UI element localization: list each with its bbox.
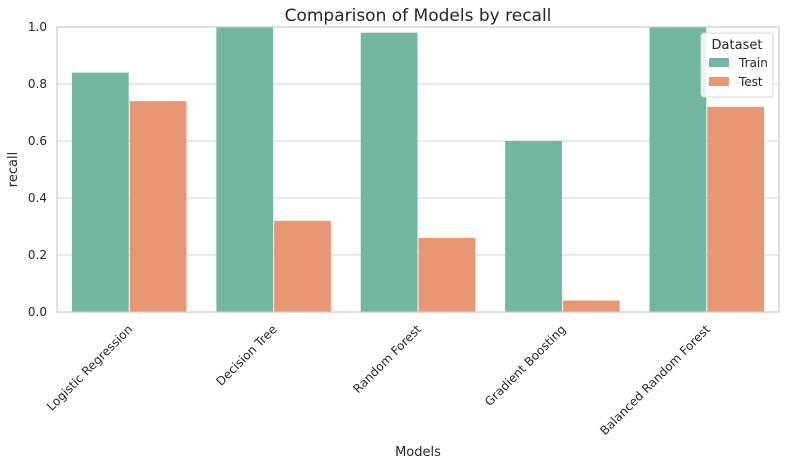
y-tick-label: 1.0	[28, 20, 47, 34]
y-tick-label: 0.4	[28, 191, 47, 205]
x-tick-labels: Logistic Regression Decision Tree Random F…	[44, 322, 713, 438]
bar-test-decision-tree	[274, 220, 331, 312]
bar-test-balanced-random-forest	[707, 106, 765, 312]
x-tick-label: Random Forest	[350, 322, 424, 396]
bar-train-balanced-random-forest	[649, 27, 707, 312]
bar-train-random-forest	[360, 32, 418, 312]
y-tick-label: 0.2	[28, 248, 47, 262]
legend-label-test: Test	[738, 75, 763, 89]
x-axis-label: Models	[395, 445, 441, 460]
x-tick-label: Logistic Regression	[44, 322, 135, 413]
legend: Dataset Train Test	[700, 32, 774, 98]
bar-test-gradient-boosting	[562, 300, 620, 312]
bar-test-logistic-regression	[129, 101, 187, 312]
y-axis-label: recall	[6, 152, 21, 187]
y-tick-label: 0.6	[28, 134, 47, 148]
x-tick-label: Balanced Random Forest	[597, 322, 713, 438]
bar-train-decision-tree	[216, 27, 274, 312]
legend-swatch-test	[709, 77, 729, 86]
y-tick-label: 0.8	[28, 77, 47, 91]
x-tick-label: Decision Tree	[213, 322, 279, 388]
x-tick-label: Gradient Boosting	[482, 322, 569, 409]
legend-swatch-train	[709, 58, 729, 67]
bar-test-random-forest	[418, 237, 476, 312]
bars	[71, 27, 765, 312]
chart-title: Comparison of Models by recall	[285, 6, 552, 26]
y-tick-labels: 0.0 0.2 0.4 0.6 0.8 1.0	[28, 20, 47, 319]
plot-frame	[56, 26, 780, 313]
legend-title: Dataset	[712, 38, 763, 53]
legend-label-train: Train	[738, 56, 768, 70]
bar-train-logistic-regression	[71, 72, 129, 312]
bar-train-gradient-boosting	[505, 141, 562, 312]
y-tick-label: 0.0	[28, 305, 47, 319]
